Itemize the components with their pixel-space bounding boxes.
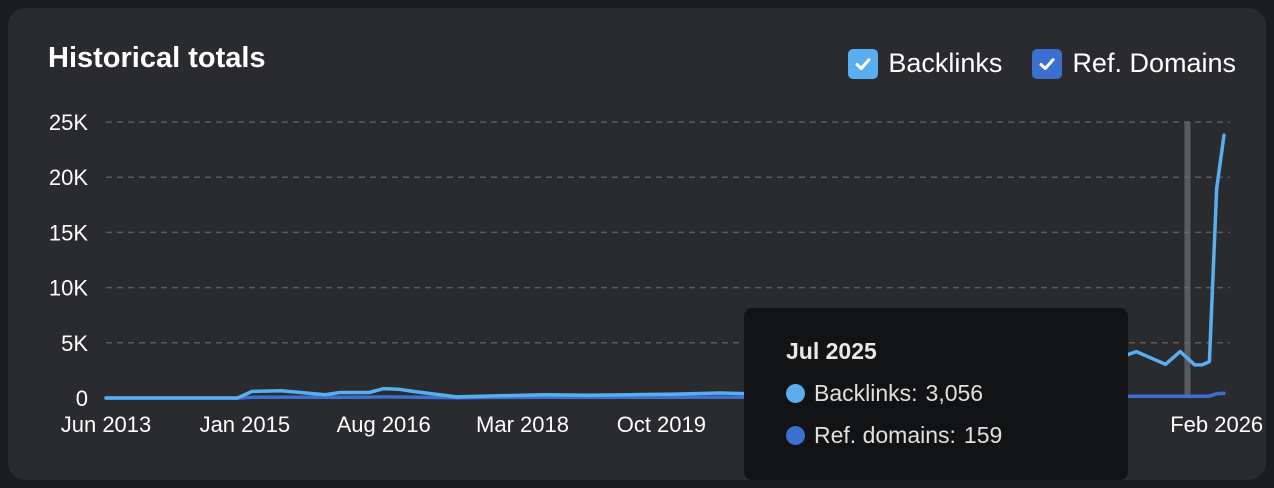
y-tick-label: 20K (49, 165, 88, 190)
tooltip-value-ref-domains: 159 (963, 422, 1003, 448)
legend-toggle-backlinks[interactable]: Backlinks (848, 48, 1002, 79)
y-tick-label: 0 (76, 386, 88, 411)
x-tick-label: Oct 2019 (617, 412, 706, 437)
chart-legend: Backlinks Ref. Domains (848, 48, 1236, 79)
series-line-ref-domains (104, 391, 1226, 400)
y-tick-label: 5K (61, 331, 88, 356)
tooltip-label-backlinks: Backlinks: (814, 380, 918, 406)
y-axis-ticks: 0 5K 10K 15K 20K 25K (49, 110, 88, 411)
chart-series (104, 133, 1226, 400)
ref-domains-dot-icon (786, 426, 805, 445)
hover-line (1184, 122, 1191, 398)
y-tick-label: 15K (49, 220, 88, 245)
x-tick-label: Aug 2016 (337, 412, 431, 437)
backlinks-dot-icon (786, 384, 805, 403)
checkbox-checked-icon[interactable] (848, 48, 879, 79)
series-line-backlinks (104, 133, 1226, 400)
x-tick-label: Jun 2013 (61, 412, 152, 437)
historical-totals-card: Historical totals Backlinks Ref. Domains… (8, 8, 1266, 480)
x-tick-label: Mar 2018 (476, 412, 569, 437)
chart-tooltip: Jul 2025 Backlinks: 3,056 Ref. domains: … (744, 308, 1128, 480)
x-tick-label: Feb 2026 (1170, 412, 1263, 437)
y-tick-label: 10K (49, 276, 88, 301)
checkbox-checked-icon[interactable] (1032, 48, 1063, 79)
legend-toggle-ref-domains[interactable]: Ref. Domains (1032, 48, 1236, 79)
tooltip-row-backlinks: Backlinks: 3,056 (786, 380, 983, 407)
hover-indicator (1184, 122, 1191, 398)
tooltip-row-ref-domains: Ref. domains: 159 (786, 422, 1002, 449)
chart-title: Historical totals (48, 42, 266, 74)
legend-label-backlinks: Backlinks (888, 48, 1003, 78)
tooltip-value-backlinks: 3,056 (925, 380, 984, 406)
x-tick-label: Jan 2015 (200, 412, 291, 437)
tooltip-label-ref-domains: Ref. domains: (814, 422, 956, 448)
tooltip-date: Jul 2025 (786, 338, 877, 364)
legend-label-ref-domains: Ref. Domains (1072, 48, 1236, 78)
y-tick-label: 25K (49, 110, 88, 135)
chart-grid (106, 121, 1230, 344)
